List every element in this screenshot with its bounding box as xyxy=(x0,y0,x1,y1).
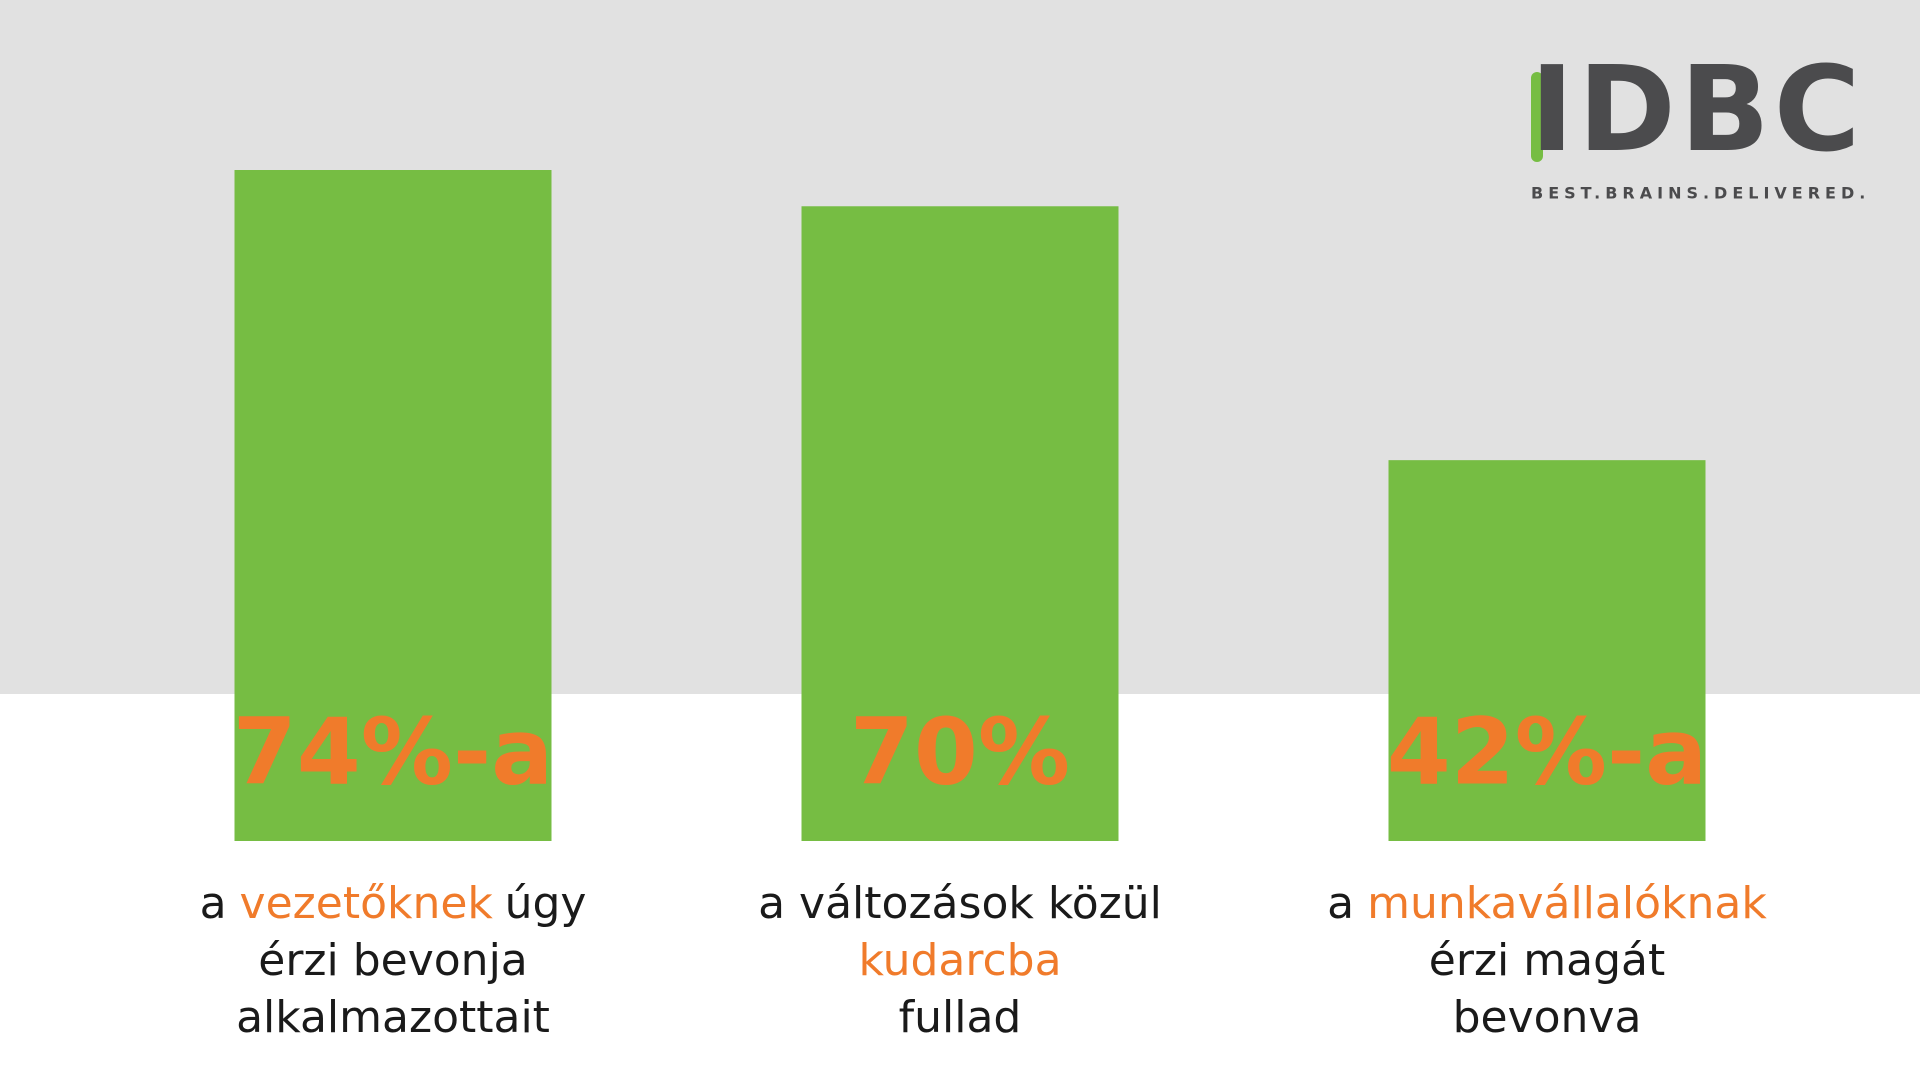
value-label: 74%-a xyxy=(233,698,553,805)
category-text: a xyxy=(1327,878,1354,929)
category-highlight: munkavállalóknak xyxy=(1367,878,1767,929)
category-text: bevonva xyxy=(1453,992,1642,1043)
category-line: érzi bevonja xyxy=(258,935,528,986)
category-highlight: vezetőknek xyxy=(240,878,494,929)
category-line: fullad xyxy=(899,992,1022,1043)
value-label: 70% xyxy=(850,698,1070,805)
category-text: érzi magát xyxy=(1429,935,1665,986)
category-line: érzi magát xyxy=(1429,935,1665,986)
category-text: a változások közül xyxy=(758,878,1162,929)
logo-name: IDBC xyxy=(1530,40,1864,178)
category-line: a vezetőknek úgy xyxy=(200,878,587,929)
bar xyxy=(1388,460,1706,841)
category-line: alkalmazottait xyxy=(236,992,550,1043)
category-text: érzi bevonja xyxy=(258,935,528,986)
category-text: alkalmazottait xyxy=(236,992,550,1043)
logo-tagline: BEST.BRAINS.DELIVERED. xyxy=(1531,184,1870,203)
category-text: a xyxy=(200,878,227,929)
category-text: fullad xyxy=(899,992,1022,1043)
value-label: 42%-a xyxy=(1387,698,1707,805)
logo: IDBC BEST.BRAINS.DELIVERED. xyxy=(1530,40,1870,203)
category-highlight: kudarcba xyxy=(858,935,1061,986)
category-line: a változások közül xyxy=(758,878,1162,929)
bar xyxy=(234,170,552,841)
category-line: a munkavállalóknak xyxy=(1327,878,1767,929)
category-text: úgy xyxy=(505,878,587,929)
logo-accent xyxy=(1531,72,1543,162)
category-line: kudarcba xyxy=(858,935,1061,986)
bar xyxy=(801,206,1119,841)
category-line: bevonva xyxy=(1453,992,1642,1043)
